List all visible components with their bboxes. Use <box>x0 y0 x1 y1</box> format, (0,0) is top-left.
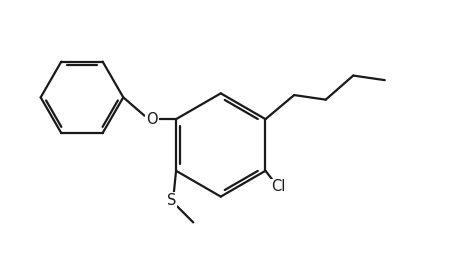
Text: O: O <box>146 112 158 127</box>
Text: Cl: Cl <box>271 179 285 194</box>
Text: S: S <box>167 193 176 208</box>
